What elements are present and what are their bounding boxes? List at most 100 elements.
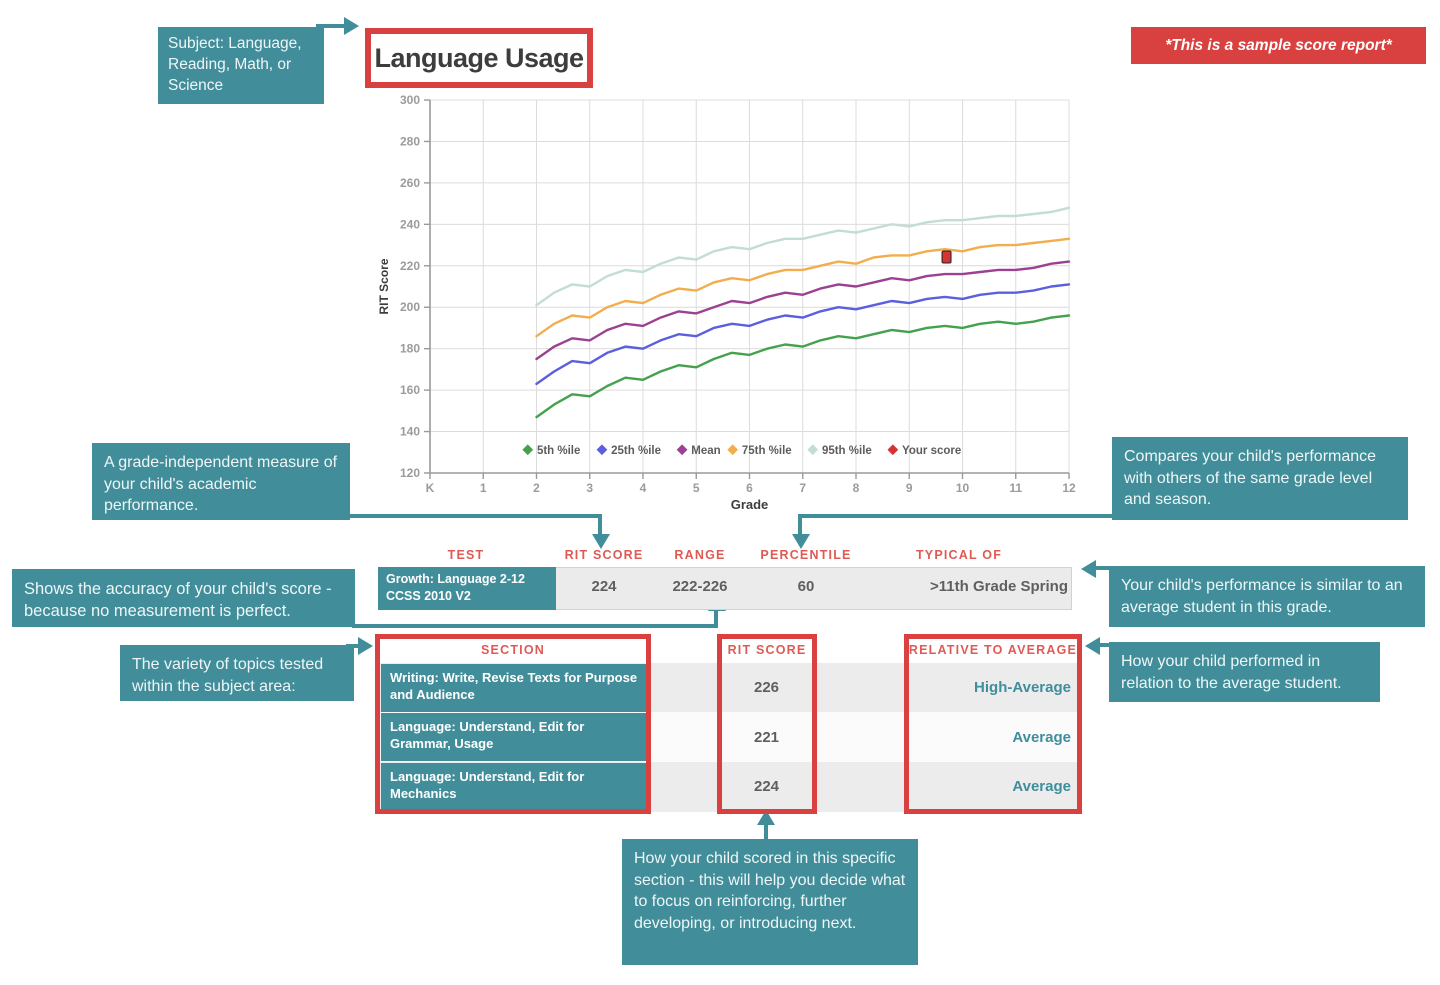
svg-text:3: 3 (586, 481, 593, 495)
relative-column-highlight (904, 634, 1082, 814)
legend-marker-icon (887, 444, 899, 456)
test-table-header-range: RANGE (674, 548, 726, 562)
callout-rit-score-text: A grade-independent measure of your chil… (104, 454, 338, 515)
svg-text:200: 200 (400, 300, 420, 314)
arrow-down-icon (592, 534, 610, 549)
callout-percentile-text: Compares your child's performance with o… (1124, 448, 1377, 509)
section-relative-value: Average (1012, 778, 1071, 795)
svg-text:300: 300 (400, 93, 420, 107)
arrow-left-icon (1081, 560, 1096, 578)
sample-report-banner: *This is a sample score report* (1131, 27, 1426, 64)
callout-section-variety-text: The variety of topics tested within the … (132, 656, 324, 695)
callout-relative-to-average: How your child performed in relation to … (1109, 642, 1380, 702)
section-rit-score: 221 (753, 729, 780, 746)
callout-percentile: Compares your child's performance with o… (1112, 437, 1408, 520)
section-name-cell: Language: Understand, Edit for Grammar, … (381, 713, 647, 761)
series-line-95th-ile (535, 206, 1071, 307)
subject-title-box: Language Usage (365, 28, 593, 88)
svg-text:1: 1 (480, 481, 487, 495)
chart-gridlines (429, 99, 1070, 474)
connector-typical-line (1094, 566, 1110, 570)
svg-text:280: 280 (400, 134, 420, 148)
callout-typical-of: Your child's performance is similar to a… (1109, 566, 1425, 627)
rit-growth-chart: 120 140 160 180 200 220 240 260 280 300 K 1 2 3 4 5 6 7 8 9… (370, 85, 1080, 525)
test-table-header-rit-score: RIT SCORE (564, 548, 644, 562)
sample-report-banner-text: *This is a sample score report* (1165, 36, 1392, 54)
svg-text:10: 10 (956, 481, 970, 495)
test-name-cell: Growth: Language 2-12 CCSS 2010 V2 (378, 567, 556, 610)
legend-label: 95th %ile (822, 445, 872, 457)
arrow-right-icon (358, 637, 373, 655)
arrow-right-icon (344, 17, 359, 35)
svg-text:8: 8 (853, 481, 860, 495)
legend-marker-icon (522, 444, 534, 456)
test-percentile-value: 60 (797, 578, 815, 595)
chart-legend: 5th %ile 25th %ile Mean 75th %ile 95th %ile Y… (522, 444, 961, 457)
callout-section-score: How your child scored in this specific s… (622, 839, 918, 965)
svg-text:160: 160 (400, 383, 420, 397)
section-relative-value: High-Average (974, 679, 1071, 696)
arrow-down-icon (792, 534, 810, 549)
callout-subject-text: Subject: Language, Reading, Math, or Sci… (168, 35, 302, 94)
test-typical-of-value: >11th Grade Spring (930, 578, 1068, 595)
svg-text:7: 7 (799, 481, 806, 495)
connector-subject-line (316, 24, 346, 28)
callout-typical-of-text: Your child's performance is similar to a… (1121, 577, 1403, 616)
callout-range-text: Shows the accuracy of your child's score… (24, 580, 332, 621)
section-rit-score: 226 (753, 679, 780, 696)
svg-text:K: K (426, 481, 435, 495)
series-line-25th-ile (535, 283, 1071, 386)
connector-range-line-h (352, 624, 718, 628)
test-table-header-percentile: PERCENTILE (760, 548, 852, 562)
section-table-header-section: SECTION (481, 643, 545, 657)
svg-text:220: 220 (400, 259, 420, 273)
connector-percentile-line-v (798, 514, 802, 536)
svg-text:180: 180 (400, 342, 420, 356)
legend-label: Mean (691, 445, 720, 457)
connector-range-line-v (714, 610, 718, 626)
section-relative-value: Average (1012, 729, 1071, 746)
legend-label: Your score (902, 445, 961, 457)
legend-label: 75th %ile (742, 445, 792, 457)
your-score-marker (941, 250, 952, 264)
callout-section-score-text: How your child scored in this specific s… (634, 850, 906, 932)
svg-text:4: 4 (640, 481, 647, 495)
callout-range: Shows the accuracy of your child's score… (12, 569, 355, 627)
rit-score-column-highlight (717, 634, 817, 814)
section-rit-score: 224 (753, 778, 780, 795)
svg-text:120: 120 (400, 466, 420, 480)
legend-marker-icon (676, 444, 688, 456)
test-rit-score-value: 224 (591, 578, 617, 595)
svg-text:2: 2 (533, 481, 540, 495)
connector-section-score-line (764, 824, 768, 840)
connector-section-line (346, 644, 360, 648)
section-table-header-relative: RELATIVE TO AVERAGE (908, 643, 1078, 657)
legend-label: 5th %ile (537, 445, 580, 457)
test-range-value: 222-226 (672, 578, 728, 595)
legend-marker-icon (727, 444, 739, 456)
callout-subject: Subject: Language, Reading, Math, or Sci… (158, 27, 324, 104)
connector-rit-line-h (348, 514, 602, 518)
svg-text:5: 5 (693, 481, 700, 495)
svg-text:11: 11 (1009, 481, 1022, 495)
svg-text:9: 9 (906, 481, 913, 495)
test-table-header-typical-of: TYPICAL OF (915, 548, 1003, 562)
test-table-header-test: TEST (447, 548, 485, 562)
x-axis-title: Grade (731, 497, 769, 512)
series-line-75th-ile (535, 237, 1071, 338)
legend-label: 25th %ile (611, 445, 661, 457)
connector-percentile-line-h (800, 514, 1112, 518)
svg-text:260: 260 (400, 176, 420, 190)
connector-relative-line (1098, 643, 1110, 647)
callout-section-variety: The variety of topics tested within the … (120, 645, 354, 701)
series-line-5th-ile (535, 314, 1071, 419)
section-name-cell: Language: Understand, Edit for Mechanics (381, 763, 647, 811)
callout-relative-to-average-text: How your child performed in relation to … (1121, 653, 1342, 692)
connector-rit-line-v (598, 514, 602, 536)
legend-marker-icon (807, 444, 819, 456)
section-column-highlight (375, 634, 651, 814)
svg-text:12: 12 (1062, 481, 1076, 495)
svg-text:6: 6 (746, 481, 753, 495)
